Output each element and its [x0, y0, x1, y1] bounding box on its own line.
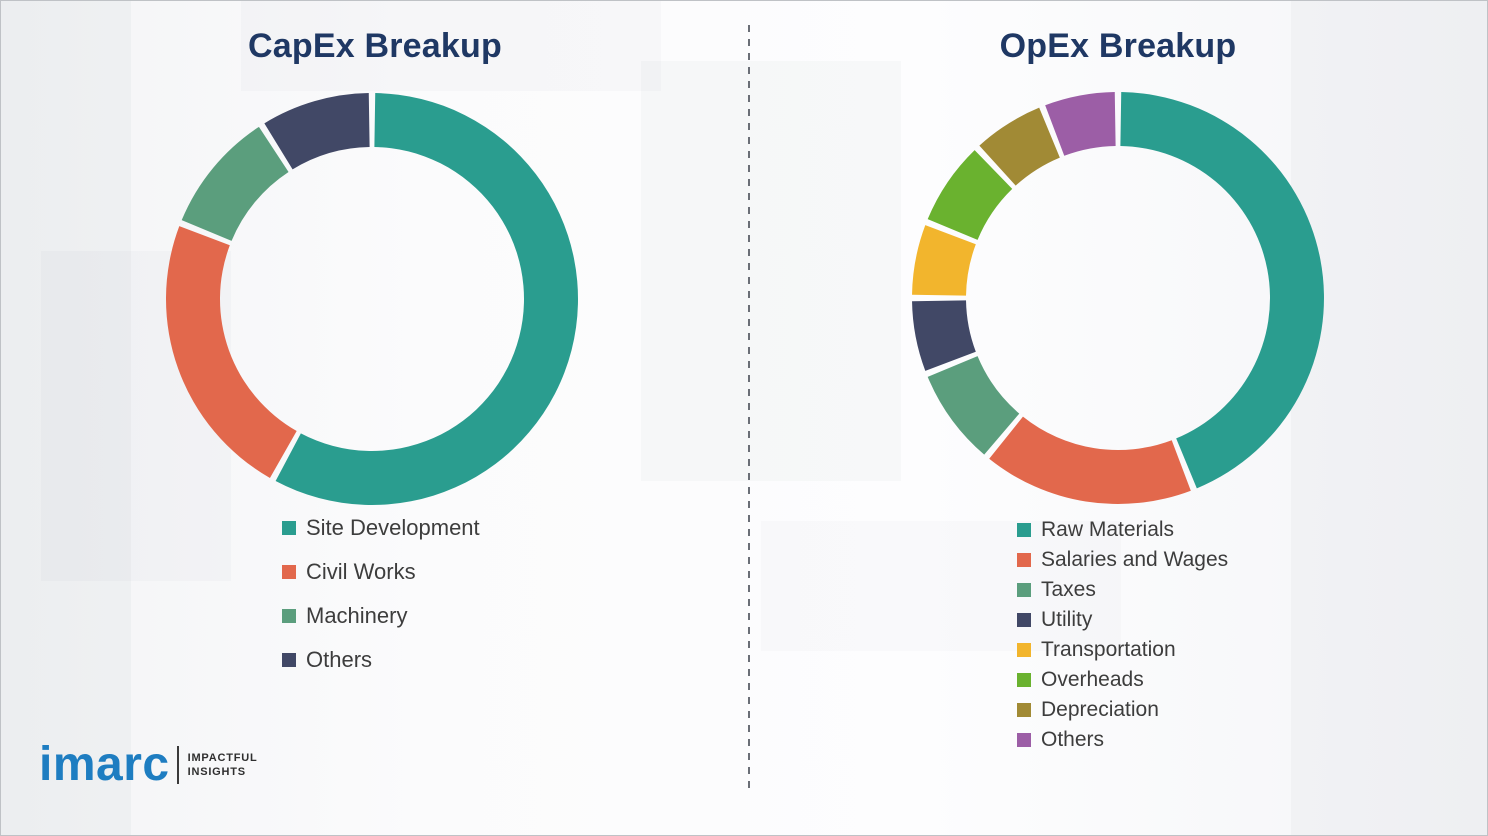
- legend-label: Salaries and Wages: [1041, 548, 1229, 571]
- legend-item: Civil Works: [282, 559, 480, 585]
- legend-item: Machinery: [282, 603, 480, 629]
- imarc-logo-text: imarc: [39, 738, 170, 791]
- donut-segment-salaries-and-wages: [989, 416, 1191, 505]
- background-watermark: [1, 1, 131, 835]
- legend-swatch: [282, 521, 296, 535]
- donut-segment-others: [1045, 92, 1116, 156]
- legend-swatch: [1017, 522, 1031, 537]
- logo-tagline: IMPACTFUL INSIGHTS: [188, 751, 258, 779]
- donut-segment-civil-works: [166, 226, 297, 478]
- legend-item: Raw Materials: [1017, 517, 1228, 542]
- capex-chart-title: CapEx Breakup: [248, 27, 502, 65]
- donut-segment-others: [264, 93, 370, 170]
- donut-segment-utility: [912, 300, 976, 371]
- legend-swatch: [1017, 672, 1031, 687]
- logo-tagline-line1: IMPACTFUL: [187, 752, 258, 764]
- legend-label: Raw Materials: [1041, 518, 1175, 541]
- legend-swatch: [282, 565, 296, 579]
- logo-tagline-line2: INSIGHTS: [187, 766, 246, 778]
- capex-donut-chart: [166, 93, 579, 506]
- legend-swatch: [1017, 732, 1031, 747]
- legend-label: Transportation: [1041, 638, 1176, 661]
- donut-segment-overheads: [927, 150, 1013, 240]
- capex-legend: Site Development Civil Works Machinery Othe…: [282, 515, 480, 691]
- background-watermark: [641, 61, 901, 481]
- legend-swatch: [1017, 552, 1031, 567]
- legend-item: Salaries and Wages: [1017, 547, 1228, 572]
- donut-segment-site-development: [275, 93, 579, 506]
- legend-item: Transportation: [1017, 637, 1228, 662]
- legend-label: Utility: [1041, 608, 1093, 631]
- legend-label: Depreciation: [1041, 698, 1159, 721]
- legend-swatch: [282, 609, 296, 623]
- legend-item: Depreciation: [1017, 697, 1228, 722]
- legend-label: Civil Works: [306, 559, 416, 584]
- legend-item: Site Development: [282, 515, 480, 541]
- legend-swatch: [1017, 642, 1031, 657]
- imarc-logo: imarc IMPACTFUL INSIGHTS: [39, 741, 258, 789]
- legend-item: Others: [282, 647, 480, 673]
- legend-swatch: [1017, 612, 1031, 627]
- opex-legend: Raw Materials Salaries and Wages Taxes Util…: [1017, 517, 1228, 757]
- donut-segment-depreciation: [979, 107, 1060, 186]
- opex-chart-title: OpEx Breakup: [999, 27, 1237, 65]
- legend-label: Others: [306, 647, 373, 672]
- legend-item: Utility: [1017, 607, 1228, 632]
- legend-label: Overheads: [1041, 668, 1144, 691]
- donut-segment-raw-materials: [1120, 92, 1324, 489]
- donut-segment-transportation: [912, 225, 976, 296]
- legend-label: Taxes: [1041, 578, 1096, 601]
- legend-label: Machinery: [306, 603, 408, 628]
- legend-item: Others: [1017, 727, 1228, 752]
- legend-item: Taxes: [1017, 577, 1228, 602]
- donut-segment-machinery: [181, 126, 289, 241]
- legend-swatch: [1017, 702, 1031, 717]
- section-divider: [748, 25, 750, 795]
- donut-segment-taxes: [927, 356, 1020, 455]
- opex-donut-chart: [912, 92, 1324, 505]
- logo-divider-bar: [176, 746, 179, 784]
- legend-swatch: [282, 653, 296, 667]
- legend-label: Site Development: [306, 515, 480, 540]
- legend-label: Others: [1041, 728, 1105, 751]
- legend-item: Overheads: [1017, 667, 1228, 692]
- legend-swatch: [1017, 582, 1031, 597]
